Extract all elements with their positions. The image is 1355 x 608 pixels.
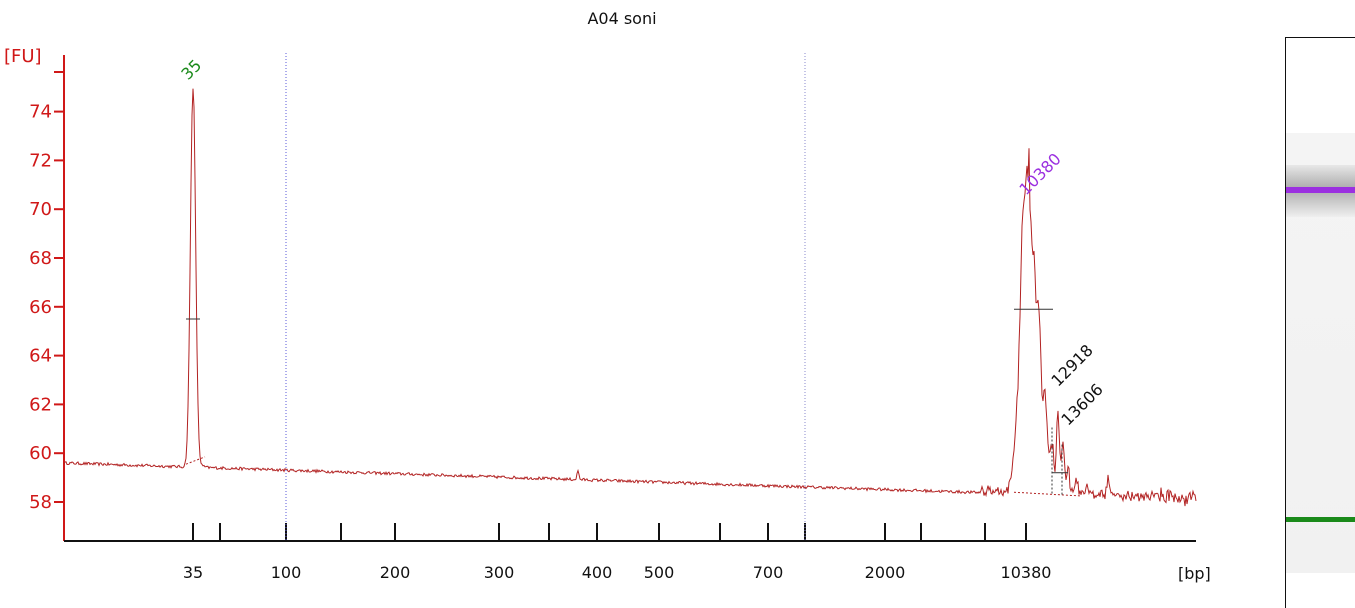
x-tick-label: 300: [484, 563, 515, 582]
peak-baseline: [185, 456, 206, 465]
chart-title: A04 soni: [587, 9, 656, 28]
x-tick-label: 2000: [865, 563, 906, 582]
x-tick-label: 35: [183, 563, 203, 582]
y-tick-label: 62: [29, 394, 52, 415]
electropherogram-trace: [63, 88, 1197, 507]
x-tick-label: 200: [380, 563, 411, 582]
y-tick-label: 74: [29, 102, 52, 123]
x-tick-label: 100: [271, 563, 302, 582]
y-tick-label: 68: [29, 248, 52, 269]
gel-upper-marker-band: [1286, 187, 1355, 193]
gel-lower-marker-band: [1286, 517, 1355, 522]
y-tick-label: 64: [29, 346, 52, 367]
peak-label: 10380: [1015, 149, 1064, 198]
x-tick-label: 500: [644, 563, 675, 582]
x-tick-label: 700: [753, 563, 784, 582]
x-axis-label: [bp]: [1178, 564, 1211, 583]
x-tick-label: 400: [582, 563, 613, 582]
gel-smear: [1286, 193, 1355, 217]
gel-smear: [1286, 165, 1355, 187]
peak-label: 13606: [1057, 380, 1106, 429]
y-tick-label: 58: [29, 492, 52, 513]
y-tick-label: 72: [29, 150, 52, 171]
plot-area: A04 soni [FU] 58 60 62 64 66 68 70 72 74 35 100 200 30…: [4, 9, 1211, 583]
y-tick-label: 66: [29, 297, 52, 318]
electropherogram-chart: A04 soni [FU] 58 60 62 64 66 68 70 72 74 35 100 200 30…: [4, 9, 1211, 583]
y-axis-label: [FU]: [4, 46, 42, 67]
x-tick-label: 10380: [1001, 563, 1052, 582]
gel-image: [1285, 37, 1355, 608]
peak-label: 35: [177, 56, 205, 84]
y-tick-label: 70: [29, 199, 52, 220]
y-tick-label: 60: [29, 443, 52, 464]
peak-baseline: [1013, 491, 1081, 497]
